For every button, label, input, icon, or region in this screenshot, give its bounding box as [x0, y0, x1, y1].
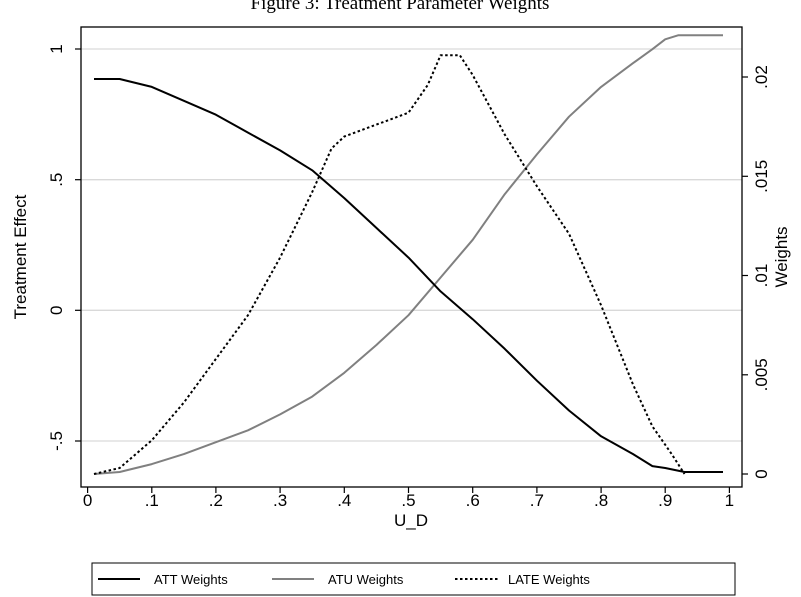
y-left-tick-label: -.5	[47, 431, 66, 451]
y-axis-left-label: Treatment Effect	[11, 194, 30, 319]
legend-box	[91, 562, 736, 596]
series-layer	[93, 34, 723, 475]
x-tick-label: .8	[594, 491, 608, 510]
x-tick-label: .9	[658, 491, 672, 510]
legend: ATT Weights ATU Weights LATE Weights	[91, 562, 736, 596]
legend-label: ATT Weights	[154, 572, 228, 587]
y-axis-right-label: Weights	[772, 226, 791, 287]
x-tick-label: .6	[466, 491, 480, 510]
y-axis-left: -.5 0 .5 1	[47, 44, 81, 451]
plot-frame	[80, 26, 743, 488]
legend-items: ATT Weights ATU Weights LATE Weights	[98, 572, 590, 587]
grid	[81, 48, 742, 442]
series-late-weights-line	[93, 54, 686, 475]
y-right-tick-label: .02	[752, 65, 771, 89]
x-tick-label: 0	[83, 491, 92, 510]
y-left-tick-label: 1	[47, 44, 66, 53]
series-atu-weights-line	[93, 34, 723, 475]
x-tick-label: .2	[209, 491, 223, 510]
x-axis-label: U_D	[394, 511, 428, 530]
y-right-tick-label: 0	[752, 469, 771, 478]
series-att-weights-line	[94, 78, 723, 473]
x-tick-label: .4	[337, 491, 351, 510]
y-right-tick-label: .015	[752, 160, 771, 193]
y-right-tick-label: .005	[752, 358, 771, 391]
x-tick-label: .5	[401, 491, 415, 510]
x-tick-label: .3	[273, 491, 287, 510]
x-tick-label: 1	[725, 491, 734, 510]
x-tick-label: .1	[145, 491, 159, 510]
y-left-tick-label: .5	[47, 173, 66, 187]
x-tick-label: .7	[530, 491, 544, 510]
x-axis: 0 .1 .2 .3 .4 .5 .6 .7 .8 .9 1	[83, 487, 734, 510]
legend-label: ATU Weights	[328, 572, 404, 587]
y-right-tick-label: .01	[752, 264, 771, 288]
y-left-tick-label: 0	[47, 306, 66, 315]
legend-label: LATE Weights	[508, 572, 590, 587]
chart-title: Figure 3: Treatment Parameter Weights	[251, 0, 550, 14]
y-axis-right: 0 .005 .01 .015 .02	[742, 65, 771, 479]
